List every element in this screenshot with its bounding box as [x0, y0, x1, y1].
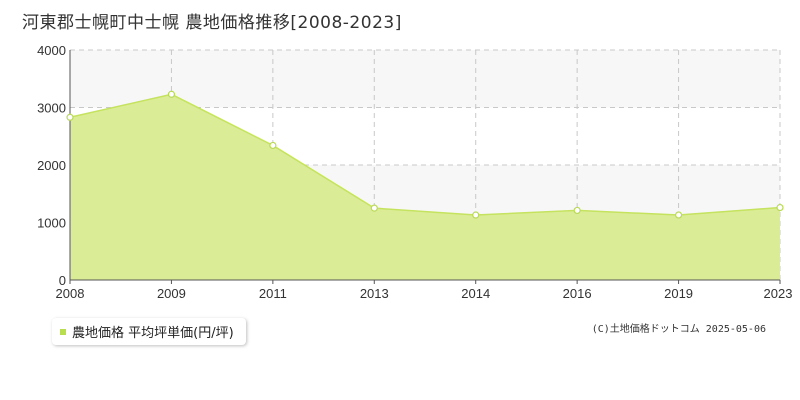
data-point [674, 211, 683, 219]
y-tick-label: 3000 [37, 101, 66, 116]
data-point [66, 113, 74, 121]
y-tick-label: 0 [59, 273, 66, 288]
area-fill [70, 94, 780, 281]
x-tick-label: 2008 [56, 286, 85, 301]
chart-title: 河東郡士幌町中士幌 農地価格推移[2008-2023] [22, 13, 402, 33]
data-point [776, 203, 784, 212]
data-point [269, 141, 277, 150]
data-points [66, 90, 784, 219]
x-tick-label: 2009 [157, 286, 186, 301]
x-tick-label: 2019 [664, 286, 693, 301]
data-point [167, 90, 176, 98]
x-tick-label: 2011 [259, 286, 287, 301]
legend-label: 農地価格 平均坪単価(円/坪) [72, 326, 234, 341]
x-tick-label: 2016 [563, 286, 592, 301]
data-point [472, 211, 480, 219]
legend-swatch [60, 328, 66, 335]
y-axis-ticks: 0 1000 2000 3000 4000 [37, 43, 66, 288]
y-tick-label: 2000 [37, 158, 66, 173]
x-tick-label: 2014 [461, 286, 490, 301]
series-line [69, 93, 781, 216]
copyright: (C)土地価格ドットコム 2025-05-06 [591, 324, 766, 335]
y-tick-label: 4000 [37, 43, 66, 58]
grid-band [70, 50, 780, 108]
x-axis-ticks: 2008 2009 2011 2013 2014 2016 2019 2023 [56, 280, 793, 301]
area-series [69, 93, 781, 281]
legend: 農地価格 平均坪単価(円/坪) [52, 318, 246, 345]
y-tick-label: 1000 [37, 216, 66, 231]
data-point [573, 206, 581, 215]
x-tick-label: 2013 [360, 286, 389, 301]
axes [69, 50, 780, 281]
data-point [370, 204, 378, 212]
x-tick-label: 2023 [764, 286, 793, 301]
